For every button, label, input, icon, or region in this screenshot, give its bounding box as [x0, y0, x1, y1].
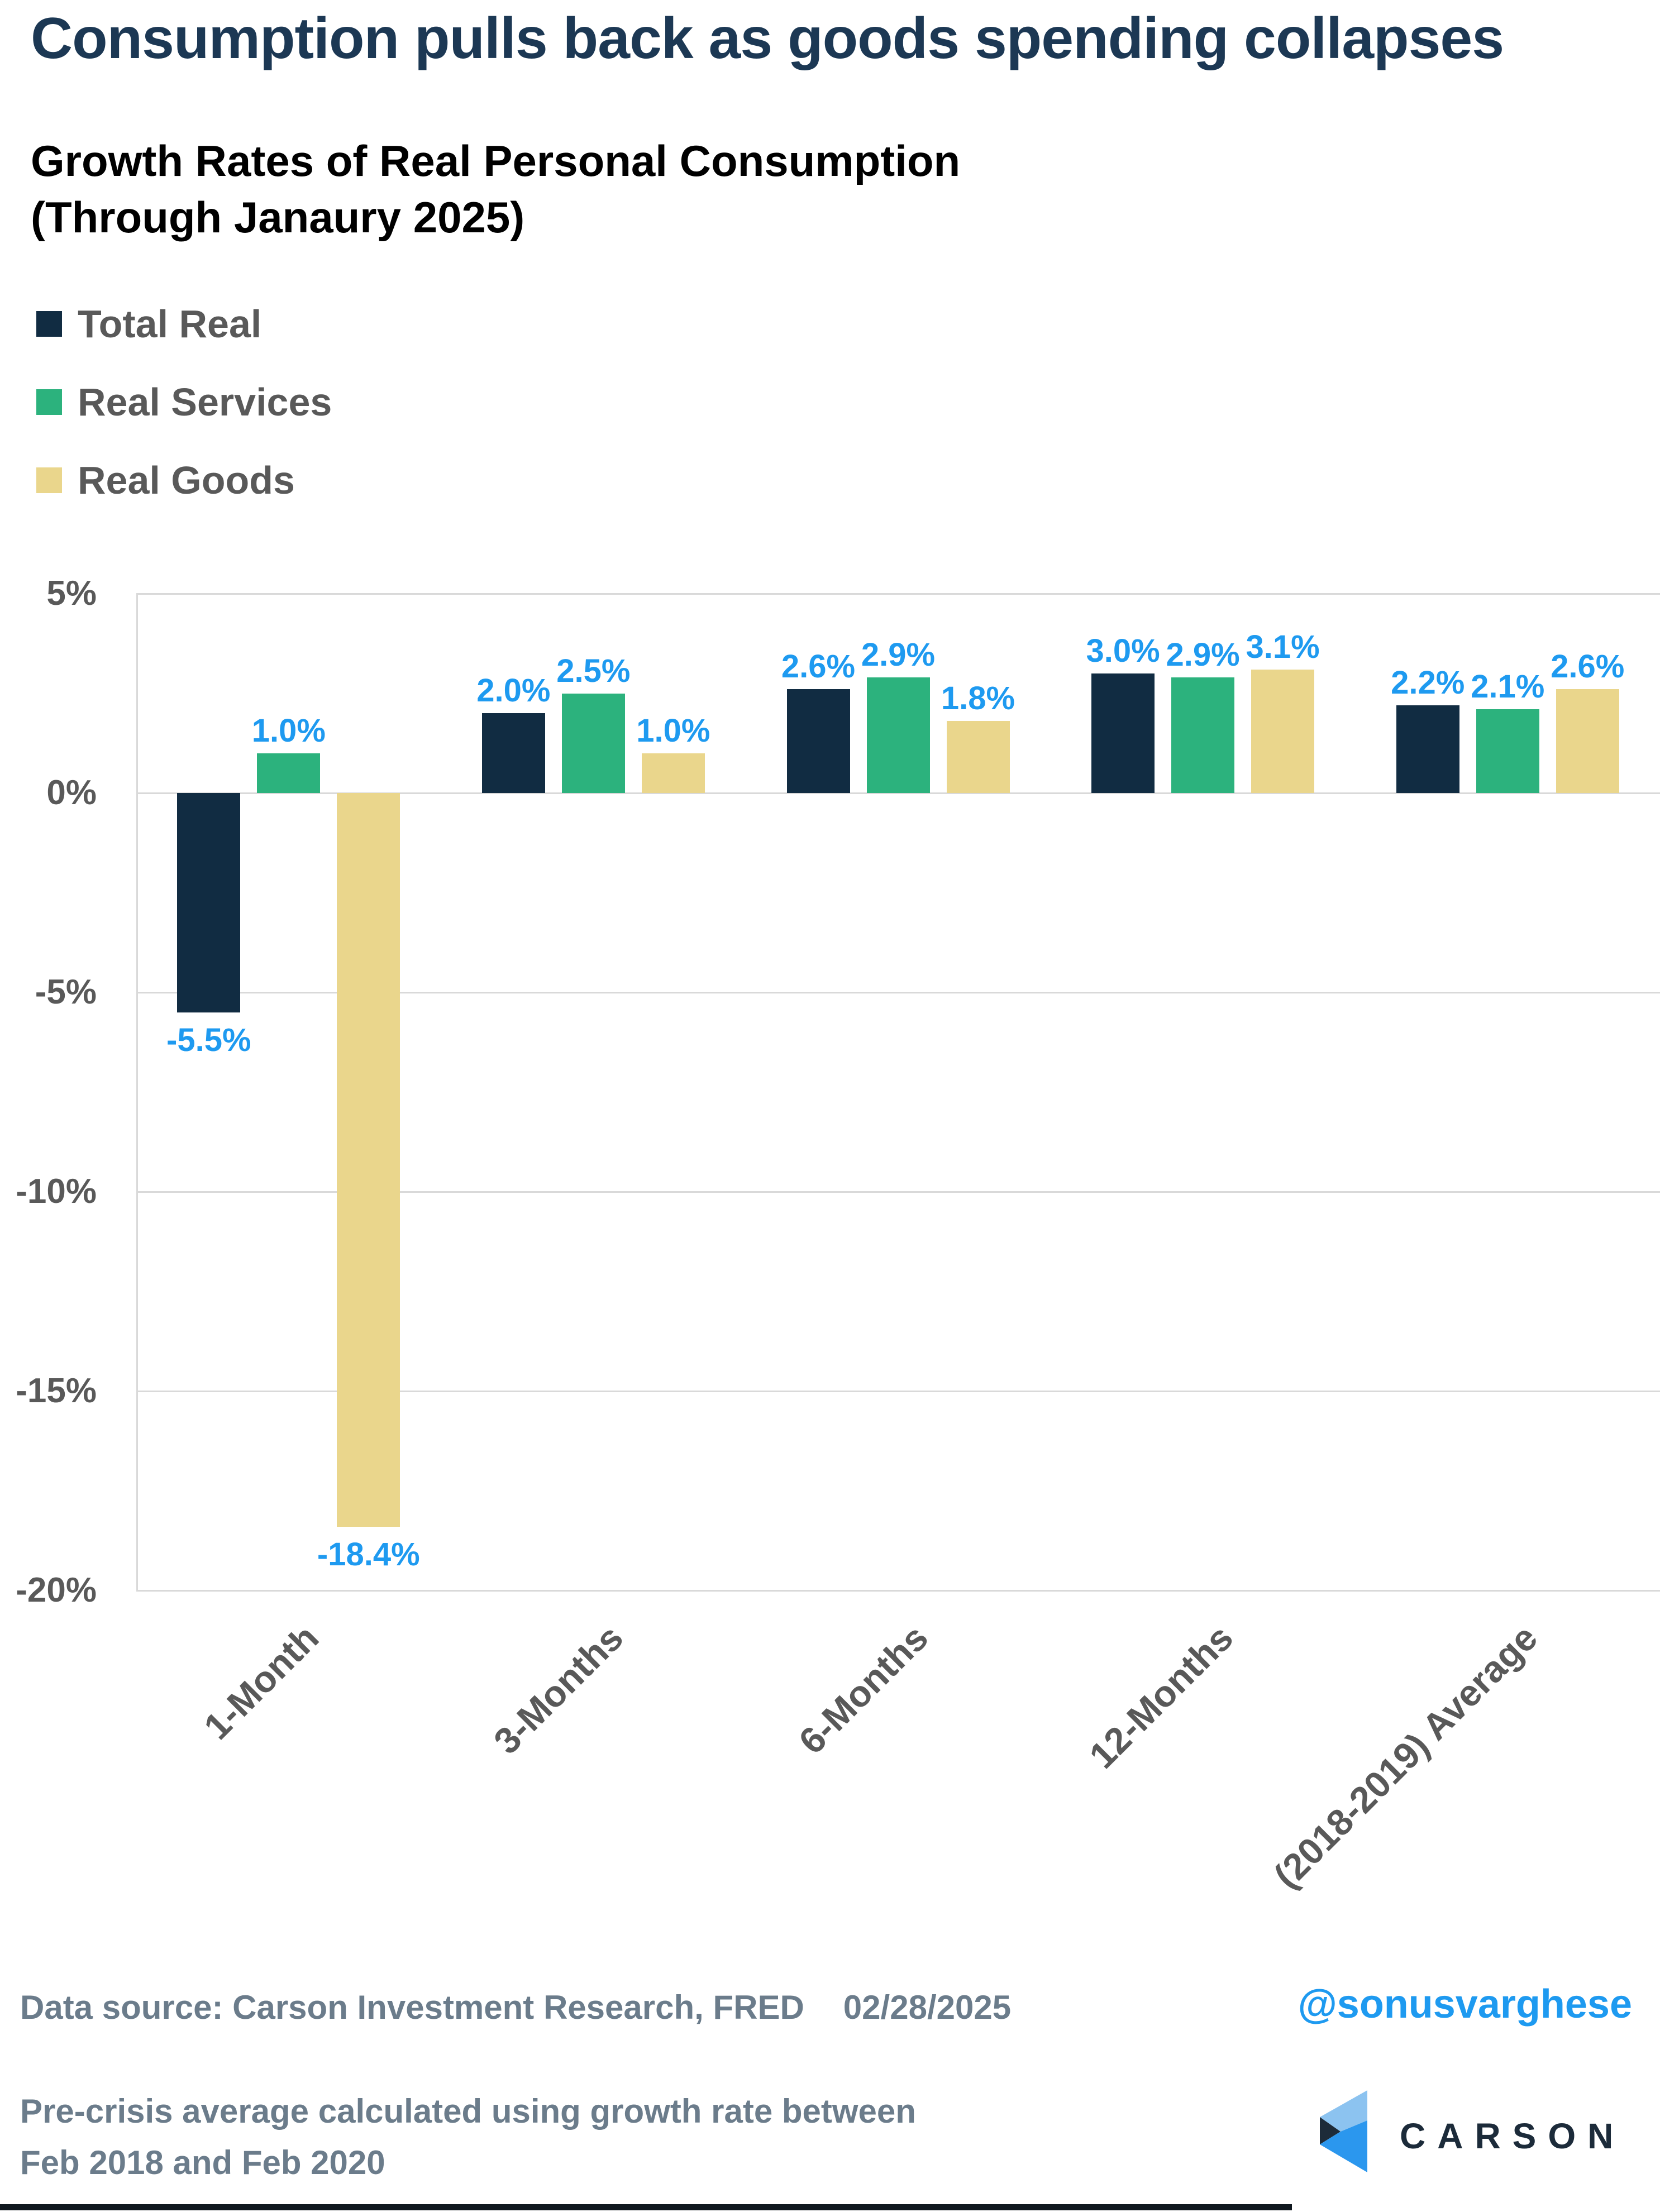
bar-total-real-4: [1091, 673, 1155, 793]
legend-item-total-real: Total Real: [36, 302, 332, 346]
bar-total-real-1: [177, 793, 241, 1012]
bar-total-real-2: [481, 713, 545, 793]
bar-real-services-3: [866, 677, 930, 793]
bar-value-label: 3.0%: [1086, 632, 1160, 669]
x-category-label-3: 6-Months: [790, 1617, 936, 1762]
bar-value-label: 2.6%: [781, 648, 856, 685]
footnote: Pre-crisis average calculated using grow…: [20, 2086, 916, 2189]
plot-area: -5.5% 1.0% -18.4% 2.0% 2.5% 1.0% 2.6% 2.9% 1.8% 3…: [136, 593, 1660, 1592]
bar-total-real-3: [786, 689, 850, 793]
bar-value-label: 1.8%: [941, 680, 1015, 717]
bar-value-label: -18.4%: [317, 1536, 420, 1573]
bar-value-label: 2.0%: [476, 672, 551, 709]
bar-total-real-5: [1396, 705, 1459, 793]
bar-value-label: 2.9%: [1166, 636, 1240, 673]
data-source-text: Data source: Carson Investment Research,…: [20, 1989, 804, 2026]
footnote-line2: Feb 2018 and Feb 2020: [20, 2144, 385, 2181]
author-handle: @sonusvarghese: [1298, 1982, 1632, 2027]
legend-label-real-goods: Real Goods: [78, 458, 295, 502]
bar-real-goods-5: [1556, 689, 1619, 793]
carson-logo-light-triangle: [1320, 2090, 1367, 2132]
gridline--15%: [136, 1390, 1660, 1392]
legend-item-real-services: Real Services: [36, 380, 332, 424]
bar-value-label: 2.1%: [1471, 668, 1545, 705]
chart-subtitle-line1: Growth Rates of Real Personal Consumptio…: [31, 136, 961, 185]
gridline-0%: [136, 792, 1660, 794]
x-category-label-4: 12-Months: [1081, 1617, 1241, 1776]
y-axis: 5% 0% -5% -10% -15% -20%: [0, 574, 97, 1609]
y-tick-label: 5%: [46, 574, 97, 613]
footnote-line1: Pre-crisis average calculated using grow…: [20, 2092, 916, 2130]
bar-real-services-2: [561, 693, 625, 793]
data-source-line: Data source: Carson Investment Research,…: [20, 1988, 1011, 2027]
y-tick-label: -20%: [16, 1571, 97, 1609]
bar-real-services-4: [1171, 677, 1235, 793]
bar-value-label: 1.0%: [251, 712, 326, 749]
carson-logo-bright-triangle: [1320, 2120, 1367, 2172]
gridline--10%: [136, 1191, 1660, 1193]
legend-label-real-services: Real Services: [78, 380, 332, 424]
data-source-date: 02/28/2025: [843, 1989, 1012, 2026]
bar-value-label: -5.5%: [166, 1021, 251, 1058]
y-tick-label: -5%: [35, 973, 97, 1011]
legend-swatch-real-goods: [36, 467, 62, 493]
y-tick-label: 0%: [46, 773, 97, 812]
bottom-border-bar: [0, 2204, 1292, 2210]
chart-subtitle-line2: (Through Janaury 2025): [31, 193, 525, 242]
bar-real-goods-4: [1251, 669, 1315, 793]
bar-value-label: 2.6%: [1551, 648, 1625, 685]
bar-real-services-5: [1476, 709, 1539, 793]
bar-real-goods-1: [337, 793, 400, 1527]
legend-swatch-total-real: [36, 311, 62, 337]
gridline-5%: [136, 593, 1660, 595]
carson-logo-dark-triangle: [1320, 2117, 1341, 2144]
chart-subtitle: Growth Rates of Real Personal Consumptio…: [31, 133, 960, 246]
legend-item-real-goods: Real Goods: [36, 458, 332, 502]
gridline--5%: [136, 991, 1660, 993]
y-tick-label: -15%: [16, 1372, 97, 1410]
legend-swatch-real-services: [36, 389, 62, 415]
x-category-label-2: 3-Months: [485, 1617, 631, 1762]
bar-real-goods-3: [946, 721, 1010, 793]
y-axis-line: [136, 594, 138, 1590]
legend: Total Real Real Services Real Goods: [36, 302, 332, 539]
bar-value-label: 2.9%: [861, 636, 936, 673]
gridline--20%: [136, 1589, 1660, 1592]
carson-wordmark: CARSON: [1400, 2116, 1625, 2156]
y-tick-label: -10%: [16, 1172, 97, 1211]
page-title: Consumption pulls back as goods spending…: [31, 6, 1504, 71]
bar-value-label: 1.0%: [636, 712, 710, 749]
x-category-label-5: (2018-2019) Average: [1266, 1617, 1545, 1896]
bar-value-label: 2.2%: [1391, 664, 1465, 701]
bar-real-goods-2: [641, 753, 705, 793]
legend-label-total-real: Total Real: [78, 302, 262, 346]
carson-logo-icon: [1320, 2090, 1367, 2172]
bar-value-label: 2.5%: [556, 652, 631, 689]
bar-value-label: 3.1%: [1246, 628, 1320, 665]
bar-real-services-1: [257, 753, 321, 793]
